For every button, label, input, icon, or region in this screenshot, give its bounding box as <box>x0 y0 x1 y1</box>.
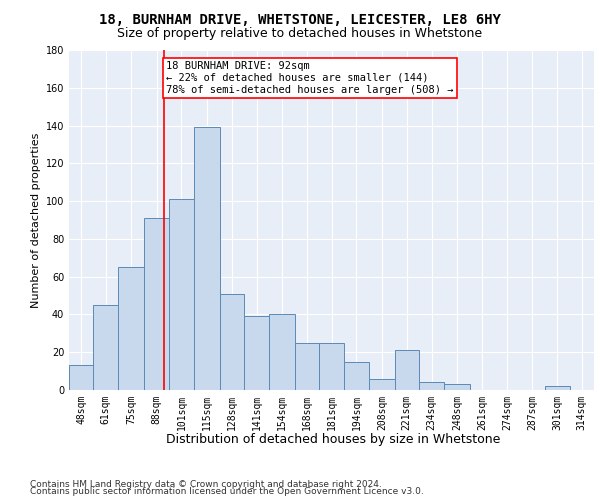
Text: Size of property relative to detached houses in Whetstone: Size of property relative to detached ho… <box>118 28 482 40</box>
Bar <box>319 343 344 390</box>
Bar <box>419 382 445 390</box>
Bar <box>445 384 470 390</box>
Text: Contains public sector information licensed under the Open Government Licence v3: Contains public sector information licen… <box>30 488 424 496</box>
Bar <box>169 199 194 390</box>
Bar <box>118 267 144 390</box>
Text: 18, BURNHAM DRIVE, WHETSTONE, LEICESTER, LE8 6HY: 18, BURNHAM DRIVE, WHETSTONE, LEICESTER,… <box>99 12 501 26</box>
Bar <box>369 378 395 390</box>
Bar <box>220 294 244 390</box>
Bar <box>269 314 295 390</box>
Bar <box>395 350 419 390</box>
Bar <box>69 366 94 390</box>
Bar <box>94 305 118 390</box>
Text: Contains HM Land Registry data © Crown copyright and database right 2024.: Contains HM Land Registry data © Crown c… <box>30 480 382 489</box>
Bar <box>295 343 319 390</box>
Text: 18 BURNHAM DRIVE: 92sqm
← 22% of detached houses are smaller (144)
78% of semi-d: 18 BURNHAM DRIVE: 92sqm ← 22% of detache… <box>166 62 454 94</box>
Bar <box>344 362 369 390</box>
Bar <box>244 316 269 390</box>
Y-axis label: Number of detached properties: Number of detached properties <box>31 132 41 308</box>
Bar <box>194 128 220 390</box>
Bar <box>144 218 169 390</box>
Text: Distribution of detached houses by size in Whetstone: Distribution of detached houses by size … <box>166 432 500 446</box>
Bar <box>545 386 569 390</box>
